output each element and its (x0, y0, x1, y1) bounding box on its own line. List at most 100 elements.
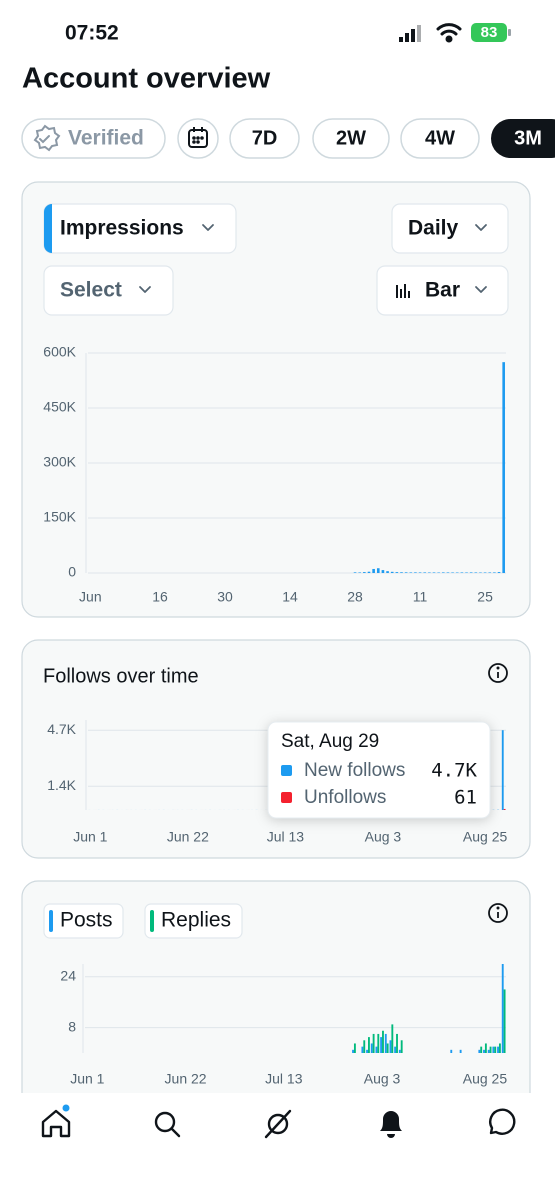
chevron (475, 286, 487, 293)
bar (353, 1043, 356, 1053)
x-tick-label: 11 (413, 589, 428, 605)
interval-label: Daily (408, 217, 459, 240)
notifications-tab[interactable] (380, 1111, 402, 1138)
bar (492, 1046, 495, 1053)
bar (386, 1043, 389, 1053)
bar (372, 1033, 375, 1053)
bar (497, 1046, 499, 1053)
y-tick-label: 300K (43, 454, 76, 470)
x-tick-label: Aug 3 (365, 829, 402, 845)
bar (488, 572, 492, 573)
tooltip-value: 61 (454, 787, 477, 809)
legend-chip[interactable] (144, 903, 243, 939)
info-icon[interactable] (488, 663, 508, 683)
follows-title: Follows over time (43, 665, 199, 687)
bar (375, 1046, 378, 1053)
search-tab[interactable] (154, 1111, 181, 1138)
bar (368, 1037, 370, 1053)
interval-dropdown[interactable] (391, 203, 509, 254)
tooltip-value: 4.7K (431, 760, 477, 782)
bar (361, 1046, 364, 1053)
metric-color (44, 204, 52, 253)
chevron (475, 224, 487, 231)
battery-level: 83 (481, 24, 498, 41)
bar (400, 1040, 403, 1053)
y-tick-label: 4.7K (47, 721, 76, 737)
verified-icon (33, 124, 61, 152)
tooltip-title: Sat, Aug 29 (281, 731, 379, 752)
bar (503, 808, 506, 810)
bar (493, 572, 496, 573)
messages-tab[interactable] (489, 1108, 516, 1135)
bar (394, 1046, 397, 1053)
bar (414, 572, 417, 573)
bar (460, 572, 464, 573)
bar (404, 572, 408, 573)
bar (384, 1033, 387, 1053)
x-tick-label: Aug 25 (463, 829, 508, 845)
home-tab[interactable] (41, 1104, 71, 1138)
x-tick-label: 30 (217, 589, 233, 605)
bar (409, 572, 413, 573)
bar (363, 572, 366, 573)
tooltip-series: New follows (304, 760, 405, 781)
legend-label: Posts (60, 909, 113, 932)
range-chip[interactable] (312, 118, 390, 159)
y-tick-label: 600K (43, 344, 76, 360)
style-dropdown[interactable] (376, 265, 509, 316)
bar (370, 1043, 373, 1053)
bar (390, 571, 394, 573)
bar (446, 572, 450, 573)
bar (469, 572, 473, 573)
bar (502, 362, 505, 573)
legend-chip[interactable] (43, 903, 124, 939)
info-icon[interactable] (488, 903, 508, 923)
legend-swatch (49, 910, 53, 932)
chevron (139, 286, 151, 293)
x-tick-label: 14 (282, 589, 298, 605)
range-chip[interactable] (229, 118, 300, 159)
compare-label: Select (60, 279, 122, 302)
style-label: Bar (425, 279, 460, 302)
bar (366, 1049, 369, 1053)
bar (451, 572, 454, 573)
bar (484, 1043, 487, 1053)
bar (487, 1049, 490, 1053)
bar (428, 572, 431, 573)
bar (358, 572, 361, 573)
bar (483, 1049, 485, 1053)
bar (501, 964, 504, 1053)
range-chip-selected[interactable] (491, 119, 555, 158)
calendar-icon (188, 127, 208, 148)
bar (480, 1046, 483, 1053)
bar (423, 572, 427, 573)
bottom-nav (0, 1093, 555, 1200)
bar (382, 1030, 384, 1053)
status-time: 07:52 (65, 22, 119, 45)
range-label: 3M (514, 127, 542, 149)
compare-dropdown[interactable] (43, 265, 174, 316)
x-tick-label: Jul 13 (265, 1071, 303, 1087)
bar (459, 1049, 462, 1053)
tooltip-box (267, 721, 491, 819)
bar (465, 572, 468, 573)
tooltip-series: Unfollows (304, 787, 386, 808)
bar (376, 568, 380, 573)
bar (363, 1040, 366, 1053)
bar (494, 1046, 497, 1053)
x-tick-label: 25 (477, 589, 493, 605)
activity-chart: 8 24 Jun 1 Jun 22 Jul 13 Aug 3 Aug 25 (60, 964, 507, 1087)
bar-style-icon (396, 284, 410, 298)
bar (380, 1037, 383, 1053)
range-chip[interactable] (400, 118, 480, 159)
x-tick-label: Jul 13 (267, 829, 305, 845)
verified-chip[interactable] (21, 118, 166, 159)
y-tick-label: 150K (43, 509, 76, 525)
grok-tab[interactable] (264, 1109, 292, 1139)
legend-label: Replies (161, 909, 231, 932)
bar (372, 568, 375, 573)
x-tick-label: Jun (79, 589, 102, 605)
tooltip: Sat, Aug 29 New follows 4.7K Unfollows 6… (267, 721, 491, 819)
bar (450, 1049, 453, 1053)
y-tick-label: 24 (60, 967, 76, 983)
